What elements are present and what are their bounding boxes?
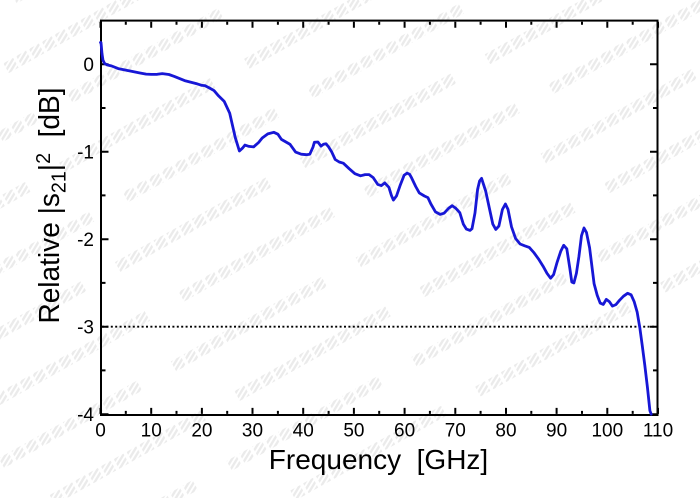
- svg-text:110: 110: [643, 421, 673, 442]
- svg-text:50: 50: [343, 421, 364, 442]
- svg-text:40: 40: [293, 421, 314, 442]
- svg-text:0: 0: [83, 55, 94, 76]
- svg-text:-4: -4: [77, 405, 94, 426]
- svg-text:0: 0: [95, 421, 106, 442]
- svg-text:80: 80: [495, 421, 516, 442]
- svg-text:100: 100: [591, 421, 623, 442]
- svg-text:-1: -1: [77, 142, 94, 163]
- svg-text:90: 90: [546, 421, 567, 442]
- svg-text:Relative |s21|2 [dB]: Relative |s21|2 [dB]: [33, 87, 71, 323]
- svg-text:20: 20: [191, 421, 212, 442]
- svg-text:60: 60: [394, 421, 415, 442]
- svg-text:10: 10: [141, 421, 162, 442]
- svg-text:-2: -2: [77, 230, 94, 251]
- svg-text:70: 70: [445, 421, 466, 442]
- svg-text:-3: -3: [77, 317, 94, 338]
- svg-text:Frequency [GHz]: Frequency [GHz]: [269, 444, 488, 475]
- svg-text:30: 30: [242, 421, 263, 442]
